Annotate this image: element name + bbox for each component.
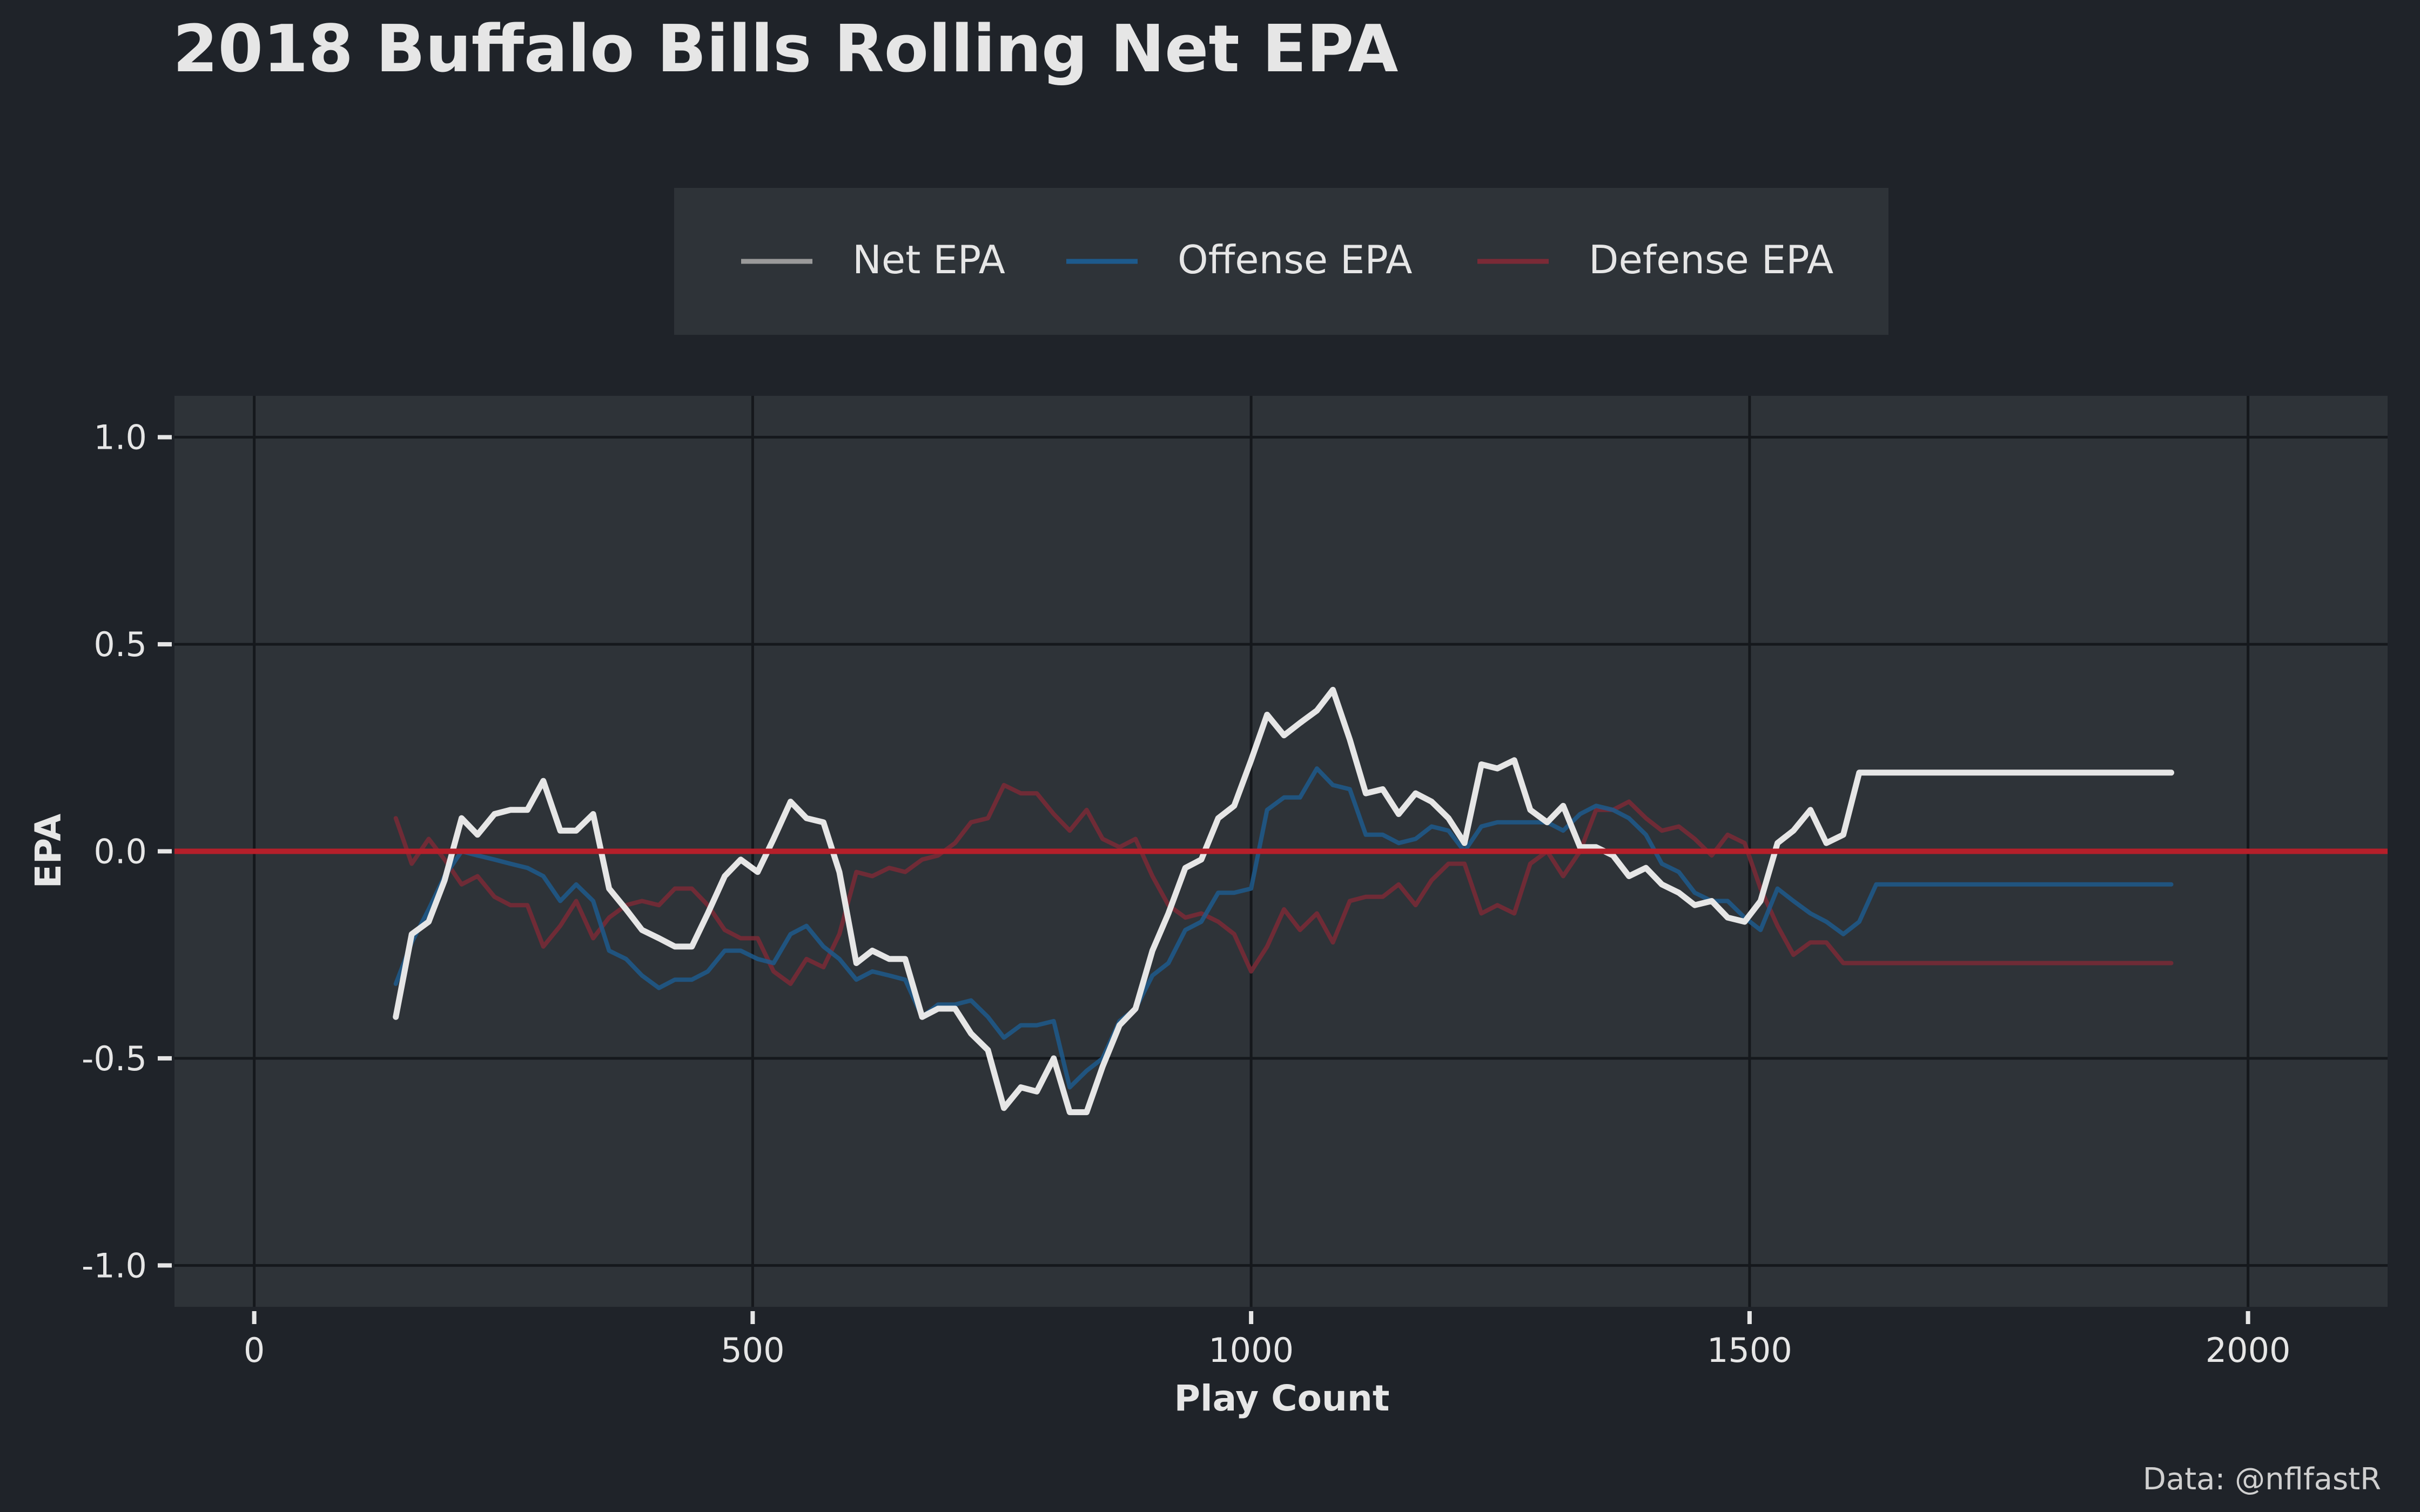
y-tick-label: 1.0: [93, 418, 147, 457]
chart-title: 2018 Buffalo Bills Rolling Net EPA: [173, 12, 1398, 87]
x-axis-label: Play Count: [1174, 1378, 1390, 1419]
y-tick-label: -0.5: [82, 1039, 147, 1078]
series-line-net-epa: [393, 686, 2174, 1116]
legend: Net EPA Offense EPA Defense EPA: [674, 188, 1888, 335]
x-tick-label: 500: [721, 1331, 784, 1370]
legend-label-defense-epa: Defense EPA: [1589, 237, 1833, 282]
x-tick-label: 1500: [1707, 1331, 1792, 1370]
x-tick-label: 1000: [1208, 1331, 1294, 1370]
series-line-offense-epa: [393, 766, 2174, 1090]
legend-label-offense-epa: Offense EPA: [1178, 237, 1412, 282]
series-line-defense-epa: [393, 782, 2174, 986]
x-tick-label: 2000: [2206, 1331, 2291, 1370]
y-tick-label: 0.5: [93, 625, 147, 664]
axis-layer: 0 500 1000 1500 2000 1.0 0.5 0.0 -0.5 -1.0: [82, 418, 2291, 1370]
y-axis-label: EPA: [28, 814, 69, 888]
x-tick-label: 0: [244, 1331, 265, 1370]
series-layer: [174, 686, 2388, 1116]
legend-box: [674, 188, 1888, 335]
y-tick-label: 0.0: [93, 832, 147, 872]
legend-label-net-epa: Net EPA: [852, 237, 1005, 282]
caption: Data: @nflfastR: [2143, 1462, 2381, 1497]
y-tick-label: -1.0: [82, 1246, 147, 1285]
